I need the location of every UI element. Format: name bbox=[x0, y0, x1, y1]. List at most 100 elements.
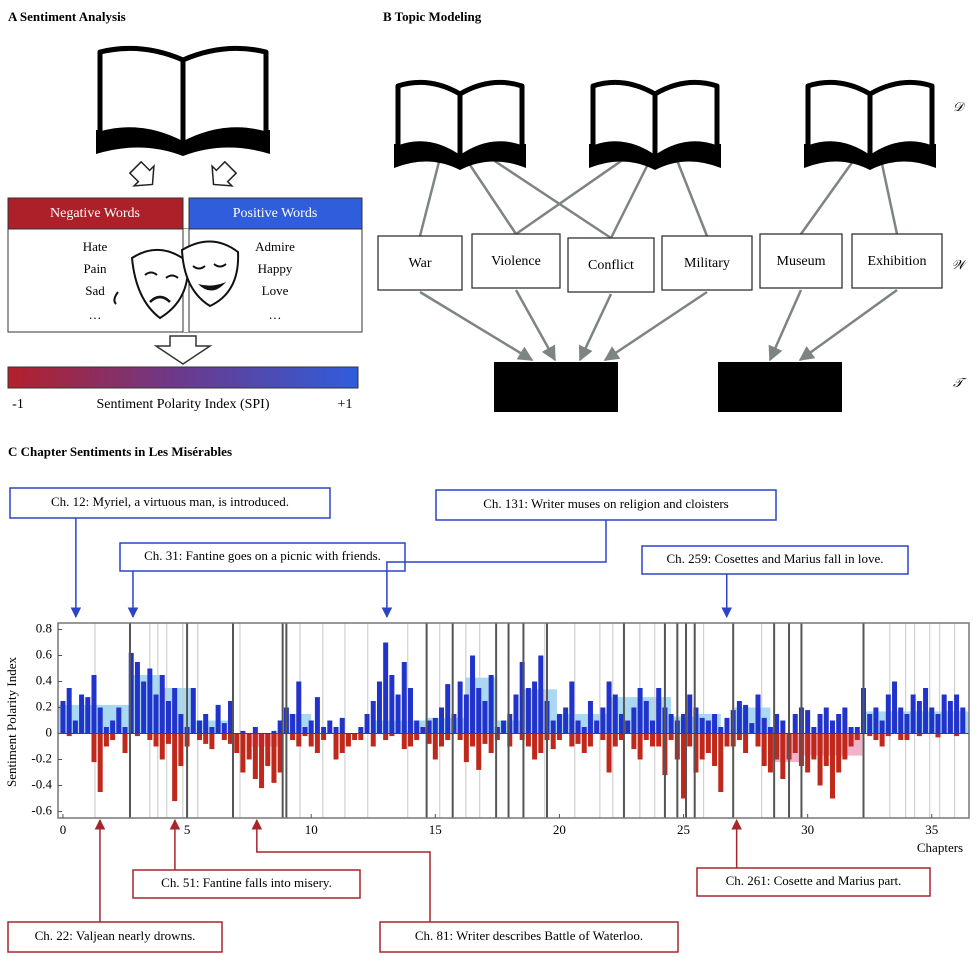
bar bbox=[494, 727, 500, 734]
y-tick-label: 0.8 bbox=[36, 620, 52, 635]
bar bbox=[693, 707, 699, 734]
annotation-box bbox=[435, 489, 777, 521]
annotation-text: Ch. 22: Valjean nearly drowns. bbox=[35, 928, 196, 943]
bar bbox=[947, 701, 953, 734]
bar bbox=[916, 701, 922, 734]
bar bbox=[556, 714, 562, 734]
bar bbox=[116, 707, 122, 734]
bar bbox=[916, 733, 922, 737]
bar bbox=[792, 733, 798, 753]
bar bbox=[147, 668, 153, 734]
bar bbox=[637, 688, 643, 734]
bar bbox=[122, 733, 128, 753]
bar bbox=[563, 707, 569, 734]
bar bbox=[898, 733, 904, 740]
bar bbox=[575, 733, 581, 744]
edge bbox=[477, 148, 612, 240]
bar bbox=[345, 733, 351, 747]
bar bbox=[736, 733, 742, 740]
x-axis-label: Chapters bbox=[917, 840, 963, 855]
bar bbox=[532, 733, 538, 760]
bar bbox=[482, 701, 488, 734]
arrow-icon bbox=[211, 160, 238, 187]
annotation: Ch. 22: Valjean nearly drowns. bbox=[7, 818, 223, 953]
plot-frame bbox=[57, 622, 970, 819]
bar bbox=[836, 714, 842, 734]
bar bbox=[66, 733, 72, 737]
bar bbox=[879, 720, 885, 734]
bar bbox=[829, 720, 835, 734]
bar bbox=[203, 733, 209, 744]
scale-max: +1 bbox=[338, 397, 353, 412]
bar bbox=[743, 704, 749, 734]
panel-a-title: A Sentiment Analysis bbox=[8, 9, 126, 24]
spi-scale bbox=[7, 366, 359, 389]
positive-word: Admire bbox=[255, 239, 295, 254]
annotation: Ch. 259: Cosettes and Marius fall in lov… bbox=[641, 545, 909, 619]
bar bbox=[848, 733, 854, 747]
bar bbox=[339, 733, 345, 753]
bar bbox=[805, 710, 811, 734]
bar bbox=[252, 727, 258, 734]
x-tick-label: 0 bbox=[60, 822, 67, 837]
bar bbox=[836, 733, 842, 773]
bar bbox=[817, 733, 823, 786]
bar bbox=[656, 733, 662, 747]
bar bbox=[612, 733, 618, 747]
bar bbox=[321, 733, 327, 740]
bar bbox=[314, 733, 320, 753]
annotation-text: Ch. 31: Fantine goes on a picnic with fr… bbox=[144, 548, 381, 563]
bar bbox=[519, 733, 525, 740]
bar bbox=[587, 701, 593, 734]
annotation-arrow bbox=[251, 818, 431, 922]
annotation-box bbox=[119, 542, 406, 572]
bar bbox=[923, 688, 929, 734]
bar bbox=[321, 727, 327, 734]
bar bbox=[873, 707, 879, 734]
bar bbox=[811, 733, 817, 760]
bar bbox=[724, 733, 730, 747]
bar bbox=[507, 733, 513, 747]
bar bbox=[755, 733, 761, 747]
bar bbox=[705, 720, 711, 734]
bar bbox=[333, 733, 339, 760]
bar bbox=[823, 707, 829, 734]
bar bbox=[352, 733, 358, 740]
bar bbox=[929, 707, 935, 734]
bar bbox=[587, 733, 593, 747]
bar bbox=[432, 717, 438, 734]
bar bbox=[383, 733, 389, 740]
bar bbox=[656, 688, 662, 734]
bar bbox=[494, 733, 500, 740]
scale-min: -1 bbox=[12, 397, 24, 412]
annotation: Ch. 31: Fantine goes on a picnic with fr… bbox=[119, 542, 406, 619]
annotation-text: Ch. 261: Cosette and Marius part. bbox=[726, 873, 902, 888]
bar bbox=[668, 714, 674, 734]
bar bbox=[668, 733, 674, 740]
bar bbox=[805, 733, 811, 773]
bar bbox=[767, 727, 773, 734]
edge bbox=[514, 289, 557, 362]
positive-header-box bbox=[188, 197, 363, 230]
x-tick-label: 20 bbox=[553, 822, 566, 837]
bar bbox=[79, 694, 85, 734]
edge bbox=[578, 293, 613, 362]
bar bbox=[463, 694, 469, 734]
bar bbox=[358, 733, 364, 740]
bar bbox=[606, 733, 612, 773]
topic-node bbox=[494, 362, 618, 412]
bar bbox=[618, 733, 624, 740]
positive-word: … bbox=[269, 307, 282, 322]
topic-diagram: War Violence Conflict Military Museum Exhibit… bbox=[377, 79, 968, 412]
annotation-box bbox=[7, 921, 223, 953]
edge bbox=[671, 149, 709, 237]
negative-word: … bbox=[89, 307, 102, 322]
bar bbox=[507, 714, 513, 734]
bar bbox=[165, 733, 171, 744]
y-tick-label: 0.4 bbox=[36, 672, 53, 687]
bar bbox=[954, 733, 960, 737]
bar bbox=[308, 733, 314, 747]
y-tick-label: 0.6 bbox=[36, 646, 53, 661]
bar bbox=[898, 707, 904, 734]
word-label: Violence bbox=[491, 254, 541, 269]
